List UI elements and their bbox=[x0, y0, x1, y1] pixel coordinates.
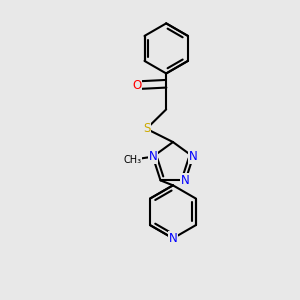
Text: N: N bbox=[181, 174, 190, 187]
Text: O: O bbox=[132, 79, 141, 92]
Text: N: N bbox=[169, 232, 177, 245]
Text: N: N bbox=[189, 150, 197, 163]
Text: CH₃: CH₃ bbox=[124, 154, 142, 165]
Text: S: S bbox=[143, 122, 150, 135]
Text: N: N bbox=[148, 150, 157, 163]
